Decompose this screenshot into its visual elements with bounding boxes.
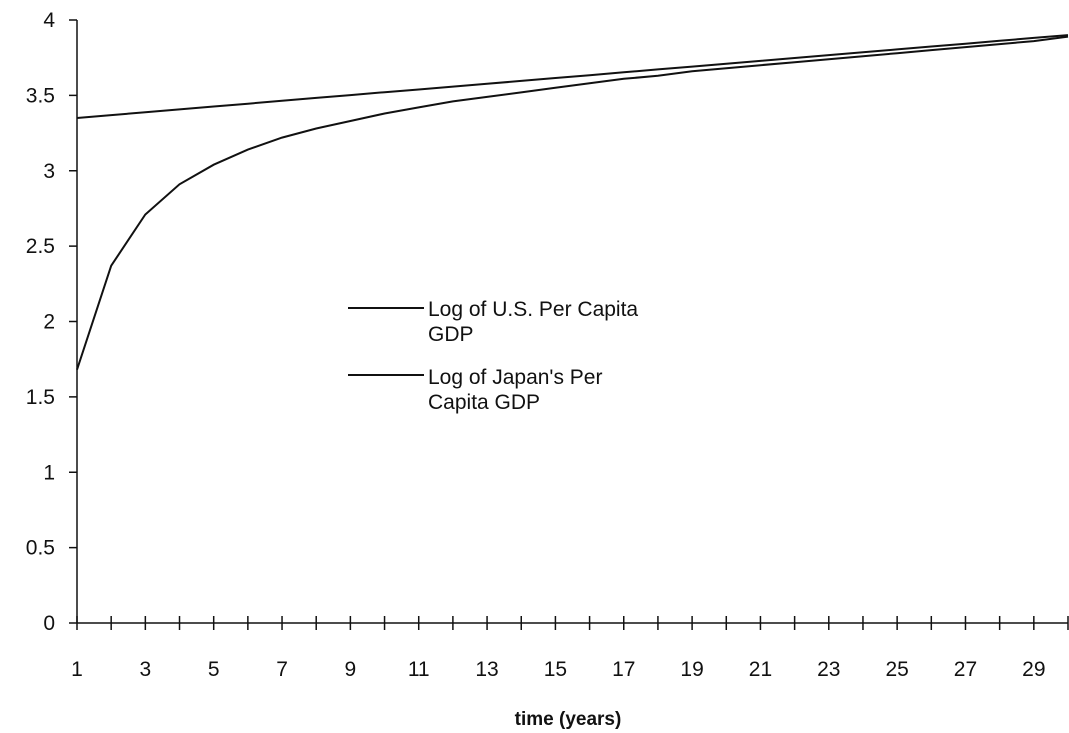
y-tick-label: 0.5 <box>26 537 55 560</box>
x-axis-title: time (years) <box>515 709 622 730</box>
x-tick-label: 15 <box>544 658 567 681</box>
series-line-japan <box>76 35 1069 371</box>
x-tick-label: 13 <box>475 658 498 681</box>
x-tick-label: 5 <box>208 658 220 681</box>
y-tick-label: 1.5 <box>26 386 55 409</box>
x-tick-label: 7 <box>276 658 288 681</box>
legend-label: Log of Japan's Per <box>428 366 602 389</box>
y-axis: 0 0.5 1 1.5 2 2.5 3 3.5 4 <box>26 9 78 635</box>
x-tick-label: 9 <box>345 658 357 681</box>
y-tick-label: 0 <box>43 612 55 635</box>
x-tick-label: 23 <box>817 658 840 681</box>
y-tick-label: 3.5 <box>26 84 55 107</box>
legend-label: GDP <box>428 323 474 346</box>
legend-label: Capita GDP <box>428 391 540 414</box>
x-tick-label: 27 <box>954 658 977 681</box>
legend-label: Log of U.S. Per Capita <box>428 298 638 321</box>
y-tick-label: 2.5 <box>26 235 55 258</box>
x-tick-label: 29 <box>1022 658 1045 681</box>
y-tick-label: 3 <box>43 160 55 183</box>
series-line-us <box>76 34 1069 119</box>
x-tick-label: 25 <box>885 658 908 681</box>
x-tick-label: 19 <box>680 658 703 681</box>
x-tick-label: 3 <box>140 658 152 681</box>
y-tick-label: 1 <box>43 461 55 484</box>
x-axis: 1 3 5 7 9 11 13 15 17 19 21 23 25 27 29 <box>71 616 1069 681</box>
y-tick-label: 4 <box>43 9 55 32</box>
x-tick-label: 1 <box>71 658 83 681</box>
plot-series <box>76 34 1069 371</box>
x-tick-label: 11 <box>408 658 430 681</box>
y-tick-label: 2 <box>43 311 55 334</box>
x-tick-label: 17 <box>612 658 635 681</box>
x-tick-label: 21 <box>749 658 772 681</box>
